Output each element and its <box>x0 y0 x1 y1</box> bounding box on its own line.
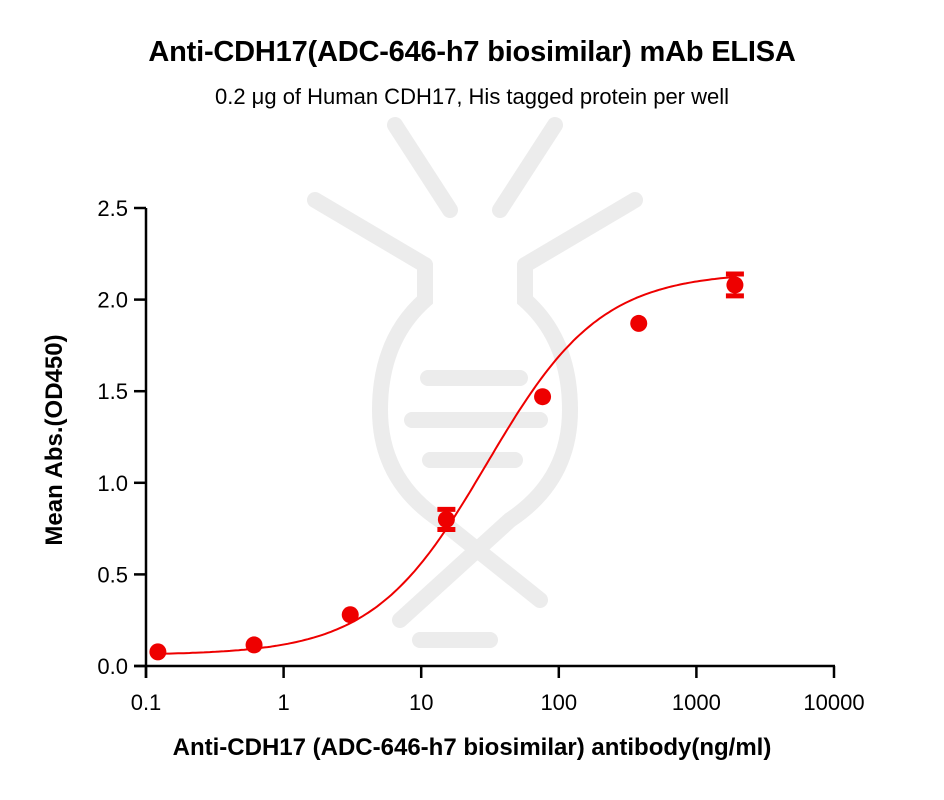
chart-subtitle: 0.2 μg of Human CDH17, His tagged protei… <box>214 84 730 109</box>
data-point <box>437 510 455 528</box>
data-points <box>149 271 744 661</box>
chart-title: Anti-CDH17(ADC-646-h7 biosimilar) mAb EL… <box>148 36 796 68</box>
x-tick-label: 10000 <box>803 690 864 715</box>
y-tick-label: 1.0 <box>97 471 128 496</box>
y-tick-label: 2.0 <box>97 288 128 313</box>
x-tick-label: 0.1 <box>131 690 162 715</box>
data-point <box>726 276 744 294</box>
y-tick-label: 0.0 <box>97 654 128 679</box>
x-tick-label: 10 <box>409 690 433 715</box>
dna-watermark-icon <box>307 117 643 648</box>
data-point <box>534 388 552 406</box>
x-tick-label: 1 <box>277 690 289 715</box>
x-axis-label: Anti-CDH17 (ADC-646-h7 biosimilar) antib… <box>172 734 772 761</box>
y-tick-label: 0.5 <box>97 562 128 587</box>
x-tick-label: 100 <box>540 690 577 715</box>
data-point <box>630 314 648 332</box>
data-point <box>149 643 167 661</box>
y-tick-label: 1.5 <box>97 379 128 404</box>
x-tick-label: 1000 <box>672 690 721 715</box>
y-tick-label: 2.5 <box>97 196 128 221</box>
data-point <box>341 606 359 624</box>
axes: 0.0 0.5 1.0 1.5 2.0 2.5 0.1 1 10 100 1000 10000 <box>97 196 864 715</box>
data-point <box>245 636 263 654</box>
